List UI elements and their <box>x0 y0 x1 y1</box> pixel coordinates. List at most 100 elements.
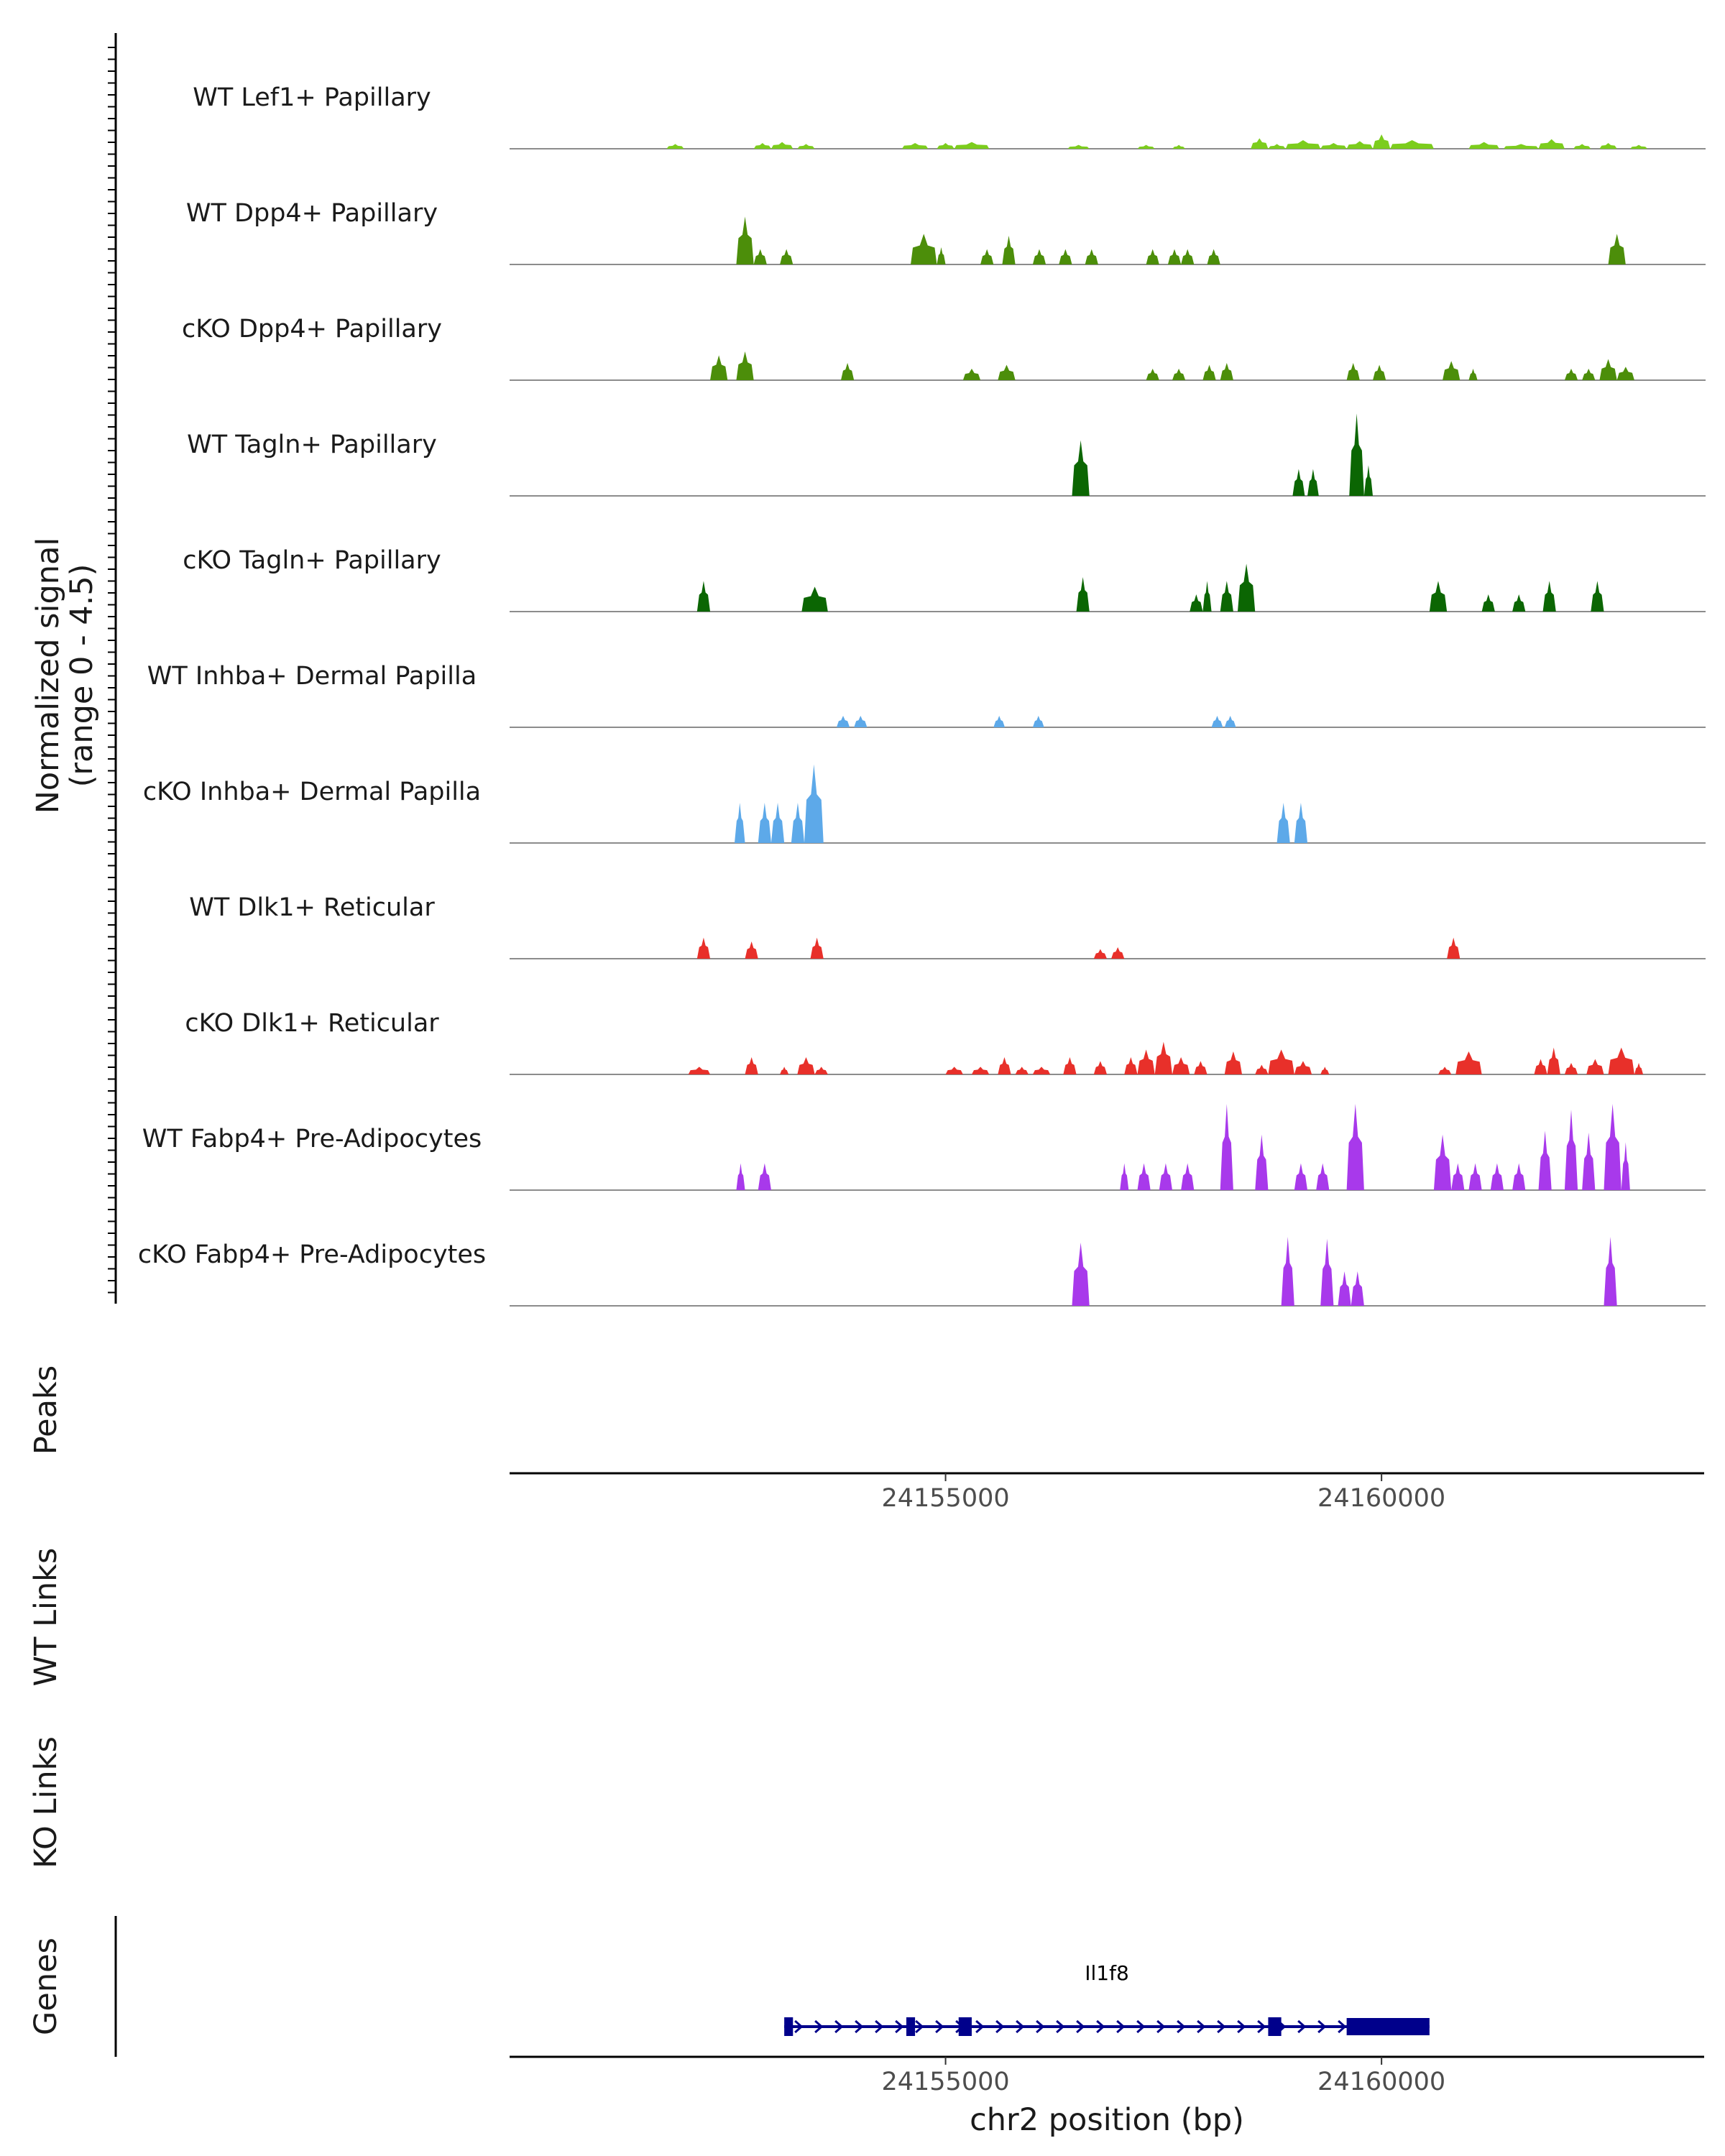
x-tick-label: 24160000 <box>1317 1484 1445 1513</box>
signal-peak <box>1220 363 1233 380</box>
strand-arrow <box>1036 2019 1045 2034</box>
signal-peak <box>1542 581 1556 612</box>
signal-peak <box>1338 1271 1351 1306</box>
signal-peak <box>1451 1163 1465 1190</box>
signal-peak <box>791 803 805 843</box>
signal-peak <box>1093 949 1107 959</box>
ko-links-panel-title: KO Links <box>28 1736 64 1869</box>
signal-peak <box>1634 1063 1644 1074</box>
signal-peak <box>810 937 824 959</box>
signal-peak <box>1586 1059 1604 1074</box>
track-label: cKO Tagln+ Papillary <box>183 546 441 575</box>
signal-peak <box>1268 144 1286 149</box>
gene-model <box>784 2017 1430 2036</box>
strand-arrow <box>975 2019 985 2034</box>
signal-peak <box>945 1067 963 1074</box>
signal-peak <box>1002 236 1016 264</box>
coverage-tracks: WT Lef1+ Papillary WT Dpp4+ Papillary cKO … <box>138 83 1706 1307</box>
signal-peak <box>1591 581 1604 612</box>
signal-peak <box>1268 1049 1294 1074</box>
signal-peak <box>1443 361 1460 380</box>
signal-peak <box>1137 144 1155 149</box>
signal-peak <box>1276 803 1290 843</box>
signal-peak <box>1137 1049 1155 1074</box>
track-cko-dpp4-papillary: cKO Dpp4+ Papillary <box>182 315 1706 381</box>
signal-peak <box>801 586 828 612</box>
signal-peak <box>1438 1067 1452 1074</box>
signal-peak <box>901 143 929 149</box>
signal-peak <box>1072 1243 1090 1306</box>
signal-peak <box>1032 249 1046 264</box>
signal-peak <box>797 1057 815 1074</box>
signal-peak <box>1320 143 1347 149</box>
signal-peak <box>1351 1271 1364 1306</box>
track-wt-dlk1-reticular: WT Dlk1+ Reticular <box>189 893 1706 959</box>
signal-peak <box>734 803 745 843</box>
signal-peak <box>1237 563 1256 612</box>
signal-peak <box>1085 249 1098 264</box>
strand-arrow <box>1237 2019 1246 2034</box>
peaks-panel: Peaks 24155000 24160000 <box>28 1365 1704 1513</box>
track-wt-dpp4-papillary: WT Dpp4+ Papillary <box>186 199 1706 265</box>
links-panels: WT Links KO Links <box>28 1548 64 1869</box>
signal-peak <box>1059 249 1072 264</box>
signal-peak <box>1172 369 1186 380</box>
signal-peak <box>1582 1133 1596 1190</box>
signal-peak <box>1063 1057 1077 1074</box>
signal-peak <box>1285 140 1321 149</box>
gene-exon <box>958 2017 972 2036</box>
signal-peak <box>1468 369 1478 380</box>
wt-links-panel-title: WT Links <box>28 1548 64 1687</box>
gene-exon <box>906 2017 916 2036</box>
signal-peak <box>1137 1163 1151 1190</box>
signal-peak <box>1172 1057 1190 1074</box>
signal-peak <box>1224 716 1236 727</box>
track-label: WT Inhba+ Dermal Papilla <box>147 662 477 691</box>
signal-peak <box>1455 1051 1482 1074</box>
signal-peak <box>937 143 954 149</box>
signal-axis-ticks <box>108 47 116 1294</box>
signal-peak <box>1608 1047 1634 1074</box>
track-label: WT Lef1+ Papillary <box>193 83 431 112</box>
gene-exon <box>784 2017 794 2036</box>
signal-peak <box>1281 1237 1294 1306</box>
strand-arrow <box>1016 2019 1025 2034</box>
signal-peak <box>998 364 1016 380</box>
signal-peak <box>1120 1163 1129 1190</box>
signal-peak <box>1251 138 1269 149</box>
signal-peak <box>688 1067 711 1074</box>
signal-peak <box>954 142 990 149</box>
signal-peak <box>1224 1051 1243 1074</box>
signal-peak <box>1307 469 1319 496</box>
gene-exon <box>1268 2017 1282 2036</box>
signal-peak <box>1564 1110 1578 1190</box>
signal-peak <box>1124 1057 1138 1074</box>
signal-peak <box>1490 1163 1504 1190</box>
signal-peak <box>1316 1163 1330 1190</box>
signal-peak <box>1481 594 1495 612</box>
signal-peak <box>753 143 771 149</box>
genes-panel-title: Genes <box>28 1938 64 2035</box>
signal-peak <box>1167 249 1182 264</box>
signal-peak <box>710 355 728 380</box>
signal-peak <box>1616 367 1634 380</box>
signal-peak <box>1564 1063 1578 1074</box>
signal-peak <box>962 369 981 380</box>
signal-peak <box>1211 716 1223 727</box>
signal-peak <box>780 249 794 264</box>
signal-peak <box>1202 364 1216 380</box>
genes-x-axis-ticks: 24155000 24160000 <box>881 2057 1445 2096</box>
signal-peak <box>1294 803 1308 843</box>
signal-peak <box>1538 139 1565 149</box>
track-wt-lef1-papillary: WT Lef1+ Papillary <box>193 83 1706 149</box>
x-tick-label: 24160000 <box>1317 2068 1445 2096</box>
signal-peak <box>696 937 711 959</box>
signal-peak <box>1346 141 1374 149</box>
signal-peak <box>1255 1134 1269 1190</box>
x-axis-title: chr2 position (bp) <box>970 2102 1244 2138</box>
track-label: WT Tagln+ Papillary <box>187 430 437 459</box>
x-tick-label: 24155000 <box>881 2068 1009 2096</box>
signal-peak <box>1220 1104 1233 1190</box>
signal-peak <box>854 716 868 727</box>
